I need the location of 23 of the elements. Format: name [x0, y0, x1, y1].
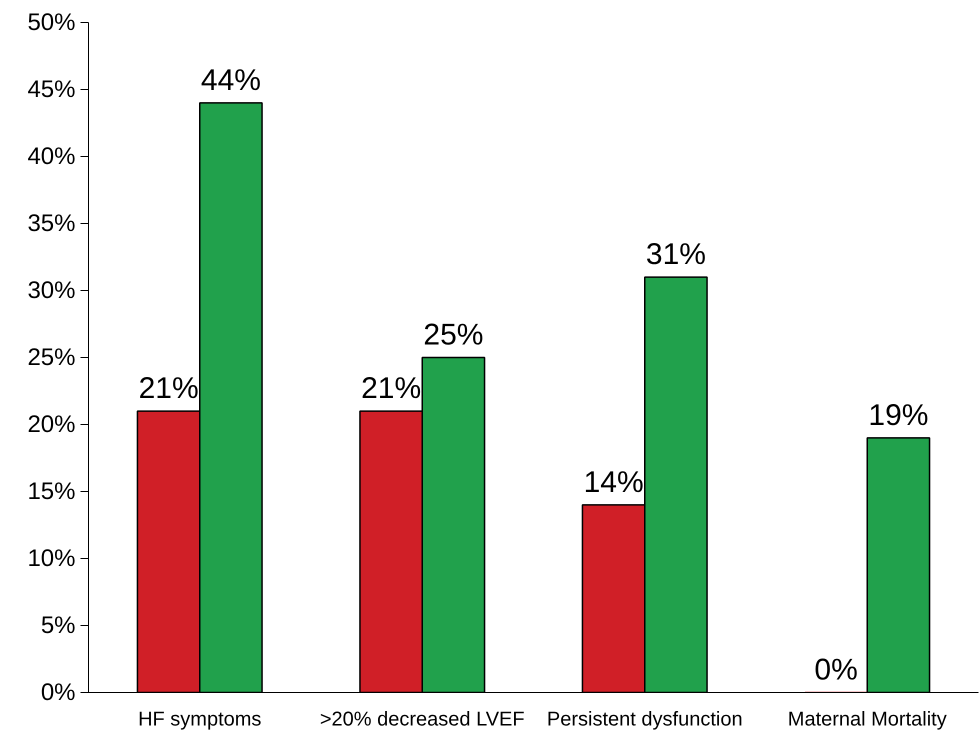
y-tick-label: 5% — [40, 612, 76, 639]
y-tick-label: 20% — [27, 411, 76, 438]
y-tick-label: 25% — [27, 344, 76, 371]
x-tick-label: Persistent dysfunction — [546, 708, 743, 730]
y-tick-label: 50% — [27, 9, 76, 36]
data-label: 14% — [584, 466, 644, 499]
data-label: 0% — [814, 654, 858, 686]
y-tick-label: 40% — [27, 143, 76, 170]
y-tick-label: 0% — [40, 679, 76, 706]
x-tick-label: HF symptoms — [138, 708, 262, 730]
data-label: 19% — [868, 398, 928, 432]
y-tick-label: 15% — [27, 478, 76, 505]
data-label: 44% — [200, 64, 261, 97]
y-tick-label: 35% — [27, 210, 76, 237]
y-tick-label: 10% — [27, 545, 76, 572]
data-label: 31% — [646, 238, 706, 272]
data-label: 21% — [138, 372, 199, 406]
x-tick-label: >20% decreased LVEF — [320, 708, 525, 730]
data-label: 21% — [361, 372, 422, 406]
x-tick-label: Maternal Mortality — [788, 708, 947, 730]
y-tick-label: 45% — [27, 76, 76, 103]
data-label: 25% — [423, 318, 484, 352]
y-tick-label: 30% — [27, 277, 76, 304]
